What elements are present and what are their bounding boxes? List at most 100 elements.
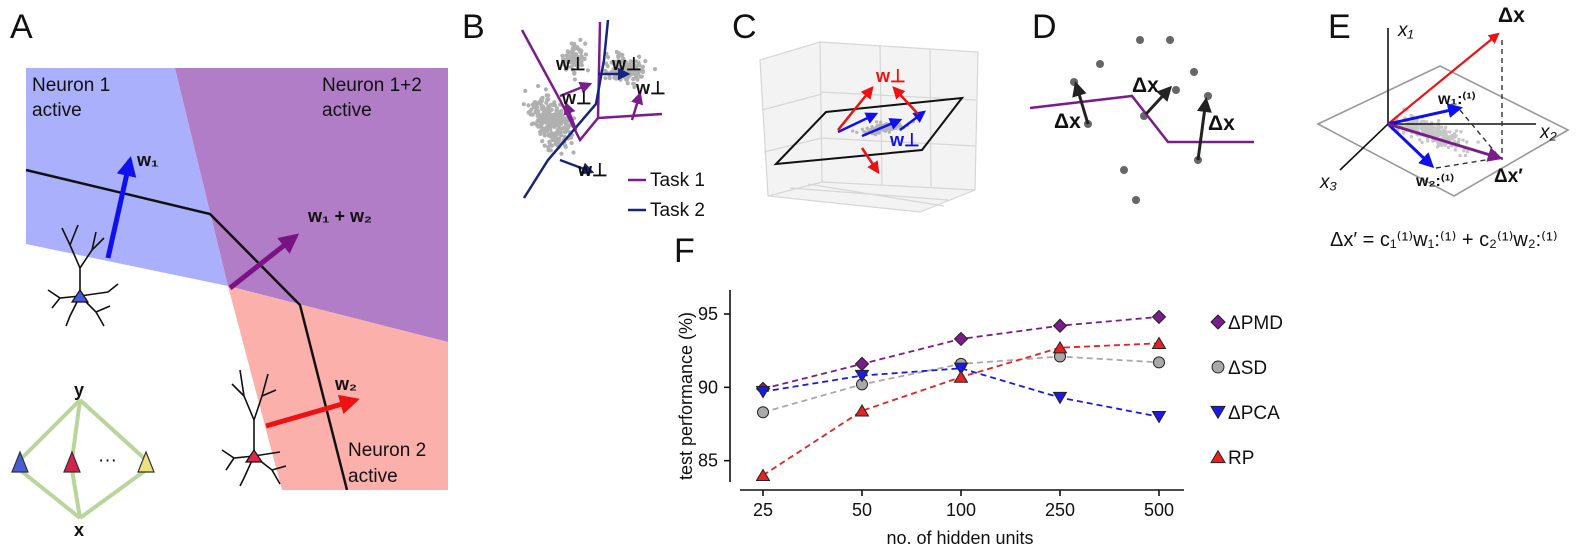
panel-label-d: D [1032,8,1057,46]
scatter-point [538,122,543,127]
scatter-point [561,62,567,67]
x-tick-label: 100 [946,500,976,520]
scatter-point [1465,140,1469,144]
data-point [953,331,969,347]
scatter-point [568,57,573,62]
scatter-point [638,74,643,79]
e-plane [1316,65,1570,197]
scatter-point [640,64,646,69]
legend-marker [1211,360,1225,374]
y-tick-label: 90 [698,377,718,397]
scatter-point [1437,127,1441,131]
red-wperp-label: w⊥ [875,66,906,86]
panel-b-scatter [521,37,658,156]
scatter-point [1426,139,1430,143]
scatter-point [614,76,619,81]
network-input-label: x [74,520,84,540]
scatter-point [553,141,558,146]
scatter-point [537,116,542,121]
y-tick-label: 85 [698,451,718,471]
scatter-point [1434,127,1438,131]
scatter-point [543,87,549,92]
scatter-point [1458,153,1462,158]
legend-task2-label: Task 2 [650,200,705,221]
scatter-point [537,112,542,117]
scatter-point [559,133,564,138]
scatter-point [541,113,547,118]
scatter-point [874,133,878,137]
scatter-point [618,59,623,64]
scatter-point [1401,131,1406,135]
scatter-point [549,107,554,112]
scatter-point [612,62,618,68]
legend-task1-label: Task 1 [650,170,705,191]
legend-marker [1210,449,1226,464]
network-diagram: y x ··· [11,380,155,540]
scatter-point [560,53,565,58]
w2-label: w₂ [334,374,357,394]
scatter-point [530,112,535,117]
x3-label: x₃ [1319,172,1338,193]
scatter-point [578,50,583,55]
scatter-point [583,52,589,57]
wperp-arrow-1 [559,81,593,98]
wperp-label-2: w⊥ [611,54,642,74]
panel-label-c: C [732,8,757,46]
scatter-point [635,77,640,82]
scatter-point [603,76,608,81]
dx-label-e: Δx [1498,4,1525,27]
scatter-point [542,143,547,148]
scatter-point [860,127,864,131]
scatter-point [553,134,558,139]
w2-arrow-e [1386,122,1435,169]
legend-label: ΔPMD [1228,313,1283,334]
blue-wperp-label: w⊥ [889,130,920,150]
scatter-point [1425,120,1429,124]
equation: Δx′ = c₁⁽¹⁾w₁:⁽¹⁾ + c₂⁽¹⁾w₂:⁽¹⁾ [1330,229,1558,251]
scatter-point [579,63,584,68]
wperp-label-1: w⊥ [555,54,586,74]
legend-label: ΔPCA [1228,403,1280,424]
scatter-point [523,88,528,93]
x-tick-label: 25 [753,500,773,520]
w12-arrow [228,233,300,290]
scatter-point [617,74,622,80]
scatter-point [637,63,642,68]
scatter-point [536,83,541,89]
panel-label-f: F [674,232,695,270]
scatter-point [1421,124,1426,129]
proj-line-3 [1435,157,1499,169]
scatter-point [572,57,577,62]
chart-ticks: 85 90 95 25 50 100 250 500 [698,304,1174,520]
scatter-point [530,102,536,107]
w1-arrow-e [1387,103,1463,126]
scatter-point [626,74,631,79]
scatter-point [575,64,581,69]
scatter-point [1427,129,1431,133]
wperp-label-5: w⊥ [577,160,608,180]
panel-b: B w⊥ w⊥ w⊥ w⊥ w⊥ Task 1 Task 2 [462,8,705,221]
scatter-point [1431,130,1436,134]
proj-line-2 [1459,109,1501,159]
wperp-label-4: w⊥ [635,78,666,98]
scatter-point [579,54,584,59]
scatter-point [561,56,566,62]
dx-label-1: Δx [1054,110,1081,133]
legend-label: ΔSD [1228,358,1267,379]
scatter-point [1416,126,1420,130]
scatter-point [549,116,554,121]
y-tick-label: 95 [698,304,718,324]
blue-arrow-2 [861,118,903,138]
scatter-point [543,120,549,125]
dx-arrow-2 [1144,85,1173,116]
scatter-point [1410,125,1415,129]
scatter-point [546,126,551,131]
dx-arrow [1387,32,1500,125]
blue-arrow-1 [837,112,879,134]
scatter-point [643,59,648,64]
scatter-point [1420,127,1425,131]
scatter-point [1459,130,1463,134]
w2-arrow [265,394,360,429]
legend-label: RP [1228,448,1254,469]
